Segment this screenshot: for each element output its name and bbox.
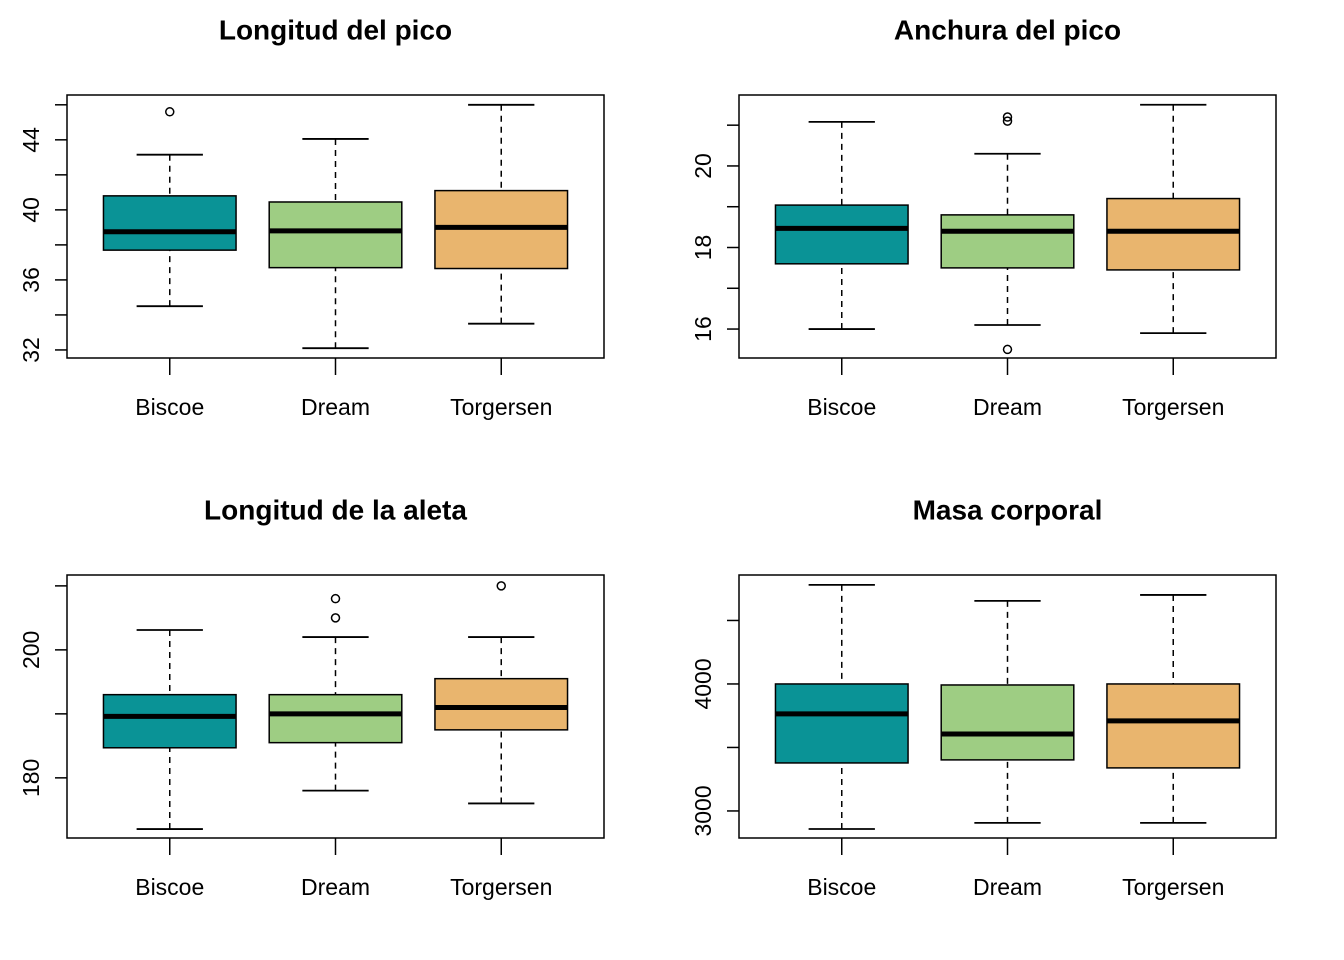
box — [1106, 197, 1241, 271]
plot-frame — [66, 94, 605, 359]
box — [102, 693, 237, 749]
box — [102, 195, 237, 251]
y-tick-label: 4000 — [690, 658, 716, 709]
box — [268, 693, 403, 744]
panel-title: Longitud del pico — [219, 14, 452, 45]
y-tick-label: 40 — [18, 197, 44, 223]
y-tick-label: 3000 — [690, 785, 716, 836]
box — [434, 677, 569, 731]
x-tick-label: Torgersen — [450, 394, 552, 420]
y-tick-label: 32 — [18, 337, 44, 363]
outlier — [1002, 112, 1013, 122]
box — [940, 684, 1075, 761]
x-tick-label: Dream — [973, 394, 1042, 420]
panel-title: Masa corporal — [913, 494, 1103, 525]
x-tick-label: Dream — [301, 874, 370, 900]
box — [774, 204, 909, 265]
outlier — [165, 107, 175, 117]
outlier — [330, 613, 341, 623]
x-tick-label: Torgersen — [1122, 874, 1224, 900]
panel-title: Anchura del pico — [894, 14, 1121, 45]
x-tick-label: Dream — [301, 394, 370, 420]
outlier — [496, 581, 506, 591]
box — [1106, 683, 1241, 769]
outlier — [1002, 344, 1013, 355]
x-tick-label: Biscoe — [807, 874, 876, 900]
y-tick-label: 200 — [18, 631, 44, 669]
y-tick-label: 16 — [690, 316, 716, 342]
x-tick-label: Dream — [973, 874, 1042, 900]
panel-title: Longitud de la aleta — [204, 494, 467, 525]
plot-frame — [738, 574, 1277, 839]
y-tick-label: 20 — [690, 153, 716, 179]
box — [268, 201, 403, 269]
x-tick-label: Torgersen — [450, 874, 552, 900]
y-tick-label: 36 — [18, 267, 44, 293]
x-tick-label: Torgersen — [1122, 394, 1224, 420]
box — [940, 214, 1075, 269]
x-tick-label: Biscoe — [135, 394, 204, 420]
plot-frame — [66, 574, 605, 839]
outlier — [1002, 116, 1013, 126]
x-tick-label: Biscoe — [135, 874, 204, 900]
y-tick-label: 180 — [18, 759, 44, 797]
x-tick-label: Biscoe — [807, 394, 876, 420]
y-tick-label: 44 — [18, 127, 44, 153]
y-tick-label: 18 — [690, 235, 716, 261]
plot-frame — [738, 94, 1277, 359]
box — [774, 683, 909, 764]
outlier — [330, 593, 341, 604]
